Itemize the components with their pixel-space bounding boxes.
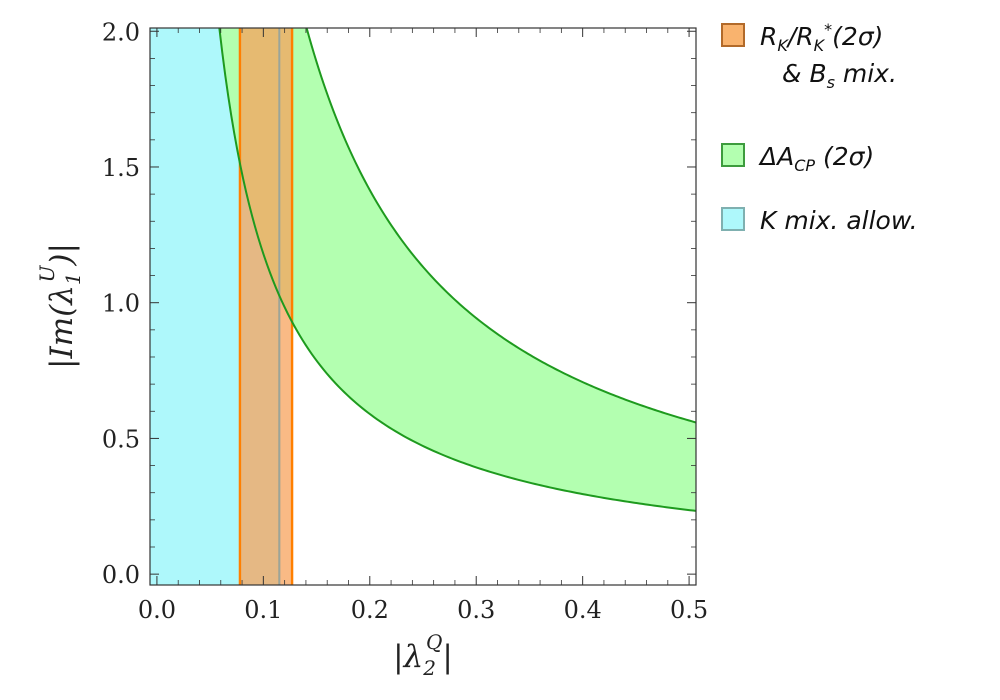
- x-axis-label: |λ2Q|: [393, 630, 453, 680]
- legend-label-rk-line1: RK/RK*(2σ): [760, 20, 883, 55]
- y-axis: 0.0 0.5 1.0 1.5 2.0: [102, 18, 696, 589]
- delta-acp-lower-curve: [218, 28, 696, 512]
- legend-swatch-kmix: [721, 207, 745, 231]
- x-axis-label-sub: 2: [422, 656, 436, 680]
- x-tick-label: 0.3: [457, 596, 495, 624]
- legend-label-dacp: ΔACP (2σ): [758, 142, 874, 175]
- plot-frame: [149, 27, 697, 586]
- y-axis-label-sup: U: [35, 264, 59, 282]
- y-tick-label: 0.5: [102, 425, 140, 453]
- y-axis-label-prefix: |Im(λ: [44, 285, 80, 369]
- y-tick-label: 1.0: [102, 290, 140, 318]
- x-axis: 0.0 0.1 0.2 0.3 0.4 0.5: [138, 28, 708, 624]
- legend: RK/RK*(2σ) & Bs mix. ΔACP (2σ) K mix. al…: [721, 20, 918, 235]
- legend-swatch-dacp: [721, 143, 745, 167]
- legend-label-rk-line2: & Bs mix.: [782, 59, 897, 92]
- legend-label-kmix: K mix. allow.: [760, 206, 918, 235]
- legend-swatch-rk: [721, 23, 745, 47]
- y-axis-label-sub: 1: [61, 272, 85, 285]
- legend-item-kmix: K mix. allow.: [721, 206, 918, 235]
- x-tick-label: 0.5: [670, 596, 708, 624]
- x-tick-label: 0.1: [244, 596, 282, 624]
- y-tick-label: 0.0: [102, 561, 140, 589]
- y-axis-label: |Im(λ1U)|: [35, 243, 85, 369]
- x-tick-label: 0.2: [351, 596, 389, 624]
- x-tick-label: 0.4: [564, 596, 602, 624]
- y-axis-label-suffix: )|: [44, 243, 80, 267]
- y-tick-label: 2.0: [102, 18, 140, 46]
- x-tick-label: 0.0: [138, 596, 176, 624]
- legend-item-dacp: ΔACP (2σ): [721, 142, 874, 175]
- x-axis-label-prefix: |λ: [393, 639, 423, 675]
- delta-acp-upper-curve: [305, 28, 696, 424]
- delta-acp-band: [219, 28, 696, 511]
- x-axis-label-suffix: |: [442, 639, 452, 675]
- x-axis-label-sup: Q: [426, 630, 442, 654]
- plot-area: [150, 28, 696, 585]
- y-tick-label: 1.5: [102, 154, 140, 182]
- legend-item-rk: RK/RK*(2σ) & Bs mix.: [721, 20, 897, 92]
